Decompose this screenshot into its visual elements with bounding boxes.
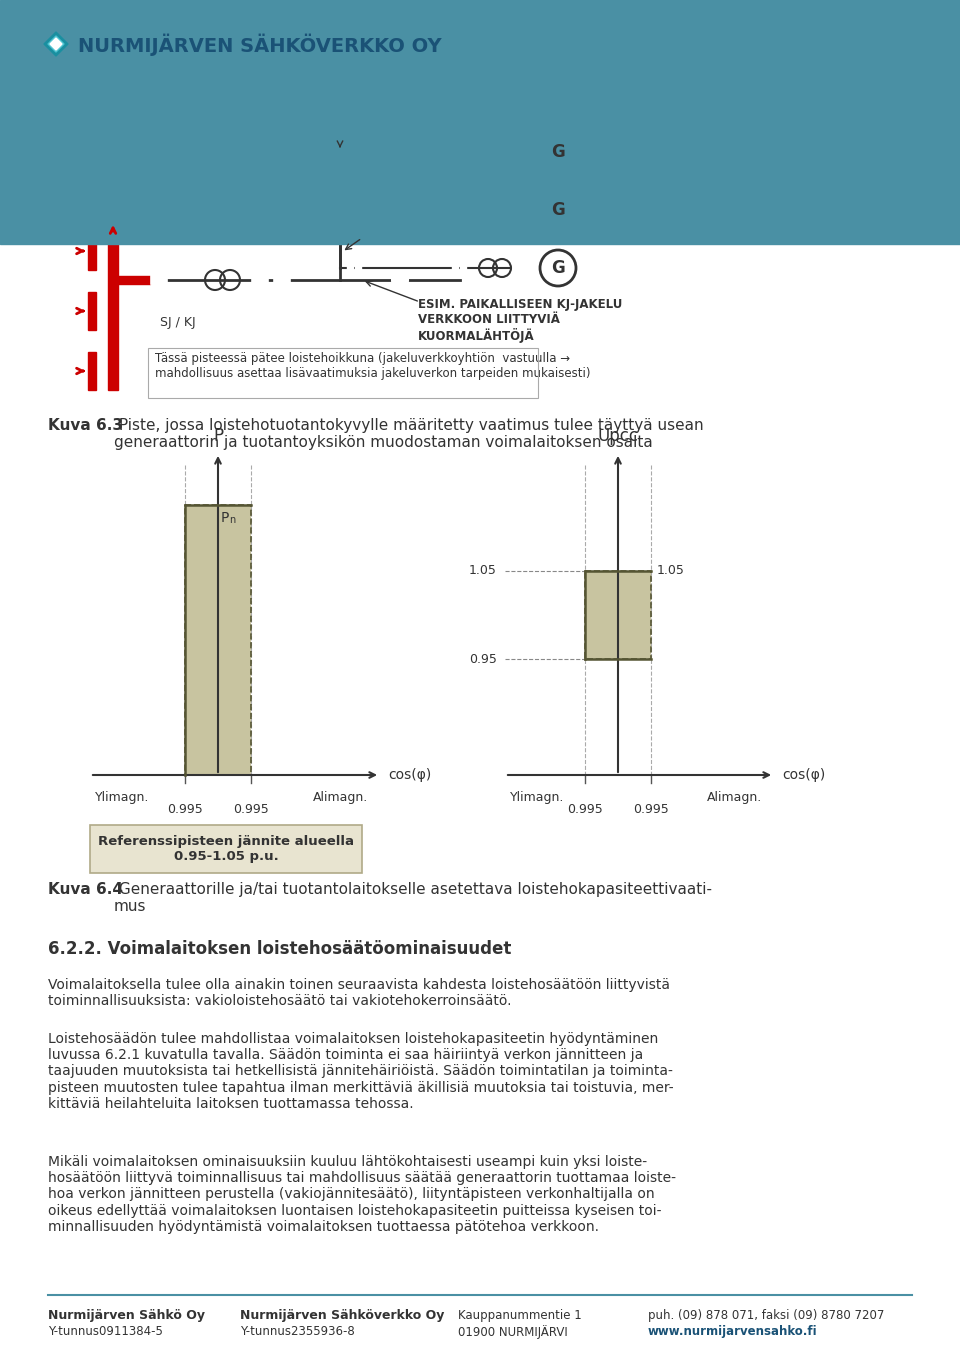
Polygon shape xyxy=(48,37,64,52)
Text: Kuva 6.4: Kuva 6.4 xyxy=(48,881,123,898)
Text: Generaattorille ja/tai tuotantolaitokselle asetettava loistehokapasiteettivaati-: Generaattorille ja/tai tuotantolaitoksel… xyxy=(114,881,712,914)
Text: VJV-vaatimusten referenssipiste,
jos lähdön takana yli 10 MVA
tuotantoa (suositu: VJV-vaatimusten referenssipiste, jos läh… xyxy=(198,108,390,165)
Bar xyxy=(282,277,290,283)
Bar xyxy=(108,231,118,391)
Text: Ylimagn.: Ylimagn. xyxy=(95,791,150,804)
Bar xyxy=(452,149,458,155)
Bar xyxy=(148,348,538,399)
Bar xyxy=(460,207,466,213)
Bar xyxy=(118,277,150,283)
Text: Referenssipisteen jännite alueella
0.95-1.05 p.u.: Referenssipisteen jännite alueella 0.95-… xyxy=(98,835,354,862)
Polygon shape xyxy=(44,33,68,56)
Bar xyxy=(355,264,361,271)
Text: puh. (09) 878 071, faksi (09) 8780 7207: puh. (09) 878 071, faksi (09) 8780 7207 xyxy=(648,1309,884,1322)
Text: 6.2.2. Voimalaitoksen loistehosäätöominaisuudet: 6.2.2. Voimalaitoksen loistehosäätöomina… xyxy=(48,940,512,957)
Bar xyxy=(0,0,960,244)
Polygon shape xyxy=(50,38,62,50)
Bar xyxy=(452,207,458,213)
Text: ESIM. PAIKALLISEEN KJ-JAKELU
VERKKOON LIITTYVIÄ
KUORMALÄHTÖJÄ: ESIM. PAIKALLISEEN KJ-JAKELU VERKKOON LI… xyxy=(418,298,622,343)
Bar xyxy=(347,207,353,213)
Text: Y-tunnus2355936-8: Y-tunnus2355936-8 xyxy=(240,1325,355,1338)
Text: P: P xyxy=(221,511,229,525)
Text: 1.05: 1.05 xyxy=(469,564,497,578)
Text: Mikäli voimalaitoksen ominaisuuksiin kuuluu lähtökohtaisesti useampi kuin yksi l: Mikäli voimalaitoksen ominaisuuksiin kuu… xyxy=(48,1155,676,1234)
Text: Alimagn.: Alimagn. xyxy=(313,791,368,804)
Text: 1.05: 1.05 xyxy=(657,564,684,578)
Bar xyxy=(88,353,96,391)
Text: Alimagn.: Alimagn. xyxy=(707,791,762,804)
Text: www.nurmijarvensahko.fi: www.nurmijarvensahko.fi xyxy=(648,1325,818,1338)
Text: P: P xyxy=(213,427,223,445)
Text: 0.995: 0.995 xyxy=(233,803,269,816)
Text: Loistehosäädön tulee mahdollistaa voimalaitoksen loistehokapasiteetin hyödyntämi: Loistehosäädön tulee mahdollistaa voimal… xyxy=(48,1032,674,1111)
Text: Y-tunnus0911384-5: Y-tunnus0911384-5 xyxy=(48,1325,163,1338)
Bar xyxy=(460,149,466,155)
Circle shape xyxy=(392,273,408,287)
Text: 6: 6 xyxy=(913,75,923,89)
Bar xyxy=(274,277,282,283)
Bar xyxy=(88,232,96,270)
Bar xyxy=(347,149,353,155)
Text: G: G xyxy=(551,201,564,220)
Bar xyxy=(355,149,361,155)
Text: NURMIJÄRVEN SÄHKÖVERKKO OY: NURMIJÄRVEN SÄHKÖVERKKO OY xyxy=(78,34,442,56)
Bar xyxy=(460,264,466,271)
Text: KJ-verkkoa
(x km): KJ-verkkoa (x km) xyxy=(358,203,420,232)
Bar xyxy=(159,277,167,283)
Text: cos(φ): cos(φ) xyxy=(782,767,826,782)
Text: 01900 NURMIJÄRVI: 01900 NURMIJÄRVI xyxy=(458,1325,567,1338)
Text: Voimalaitoksella tulee olla ainakin toinen seuraavista kahdesta loistehosäätöön : Voimalaitoksella tulee olla ainakin toin… xyxy=(48,978,670,1009)
Text: Upcc: Upcc xyxy=(597,427,638,445)
Text: cos(φ): cos(φ) xyxy=(388,767,431,782)
Bar xyxy=(355,207,361,213)
Text: Asiakirjan nimi: Asiakirjan nimi xyxy=(423,75,537,89)
Text: Kauppanummentie 1: Kauppanummentie 1 xyxy=(458,1309,582,1322)
Bar xyxy=(88,292,96,330)
Text: G: G xyxy=(551,259,564,277)
Text: 0.95: 0.95 xyxy=(469,654,497,666)
Text: Ylimagn.: Ylimagn. xyxy=(510,791,564,804)
Bar xyxy=(185,504,251,776)
Text: Nurmijärven Sähkö Oy: Nurmijärven Sähkö Oy xyxy=(48,1309,205,1322)
Text: 0.995: 0.995 xyxy=(634,803,669,816)
Bar xyxy=(452,264,458,271)
Text: Nurmijärven Sähköverkko Oy: Nurmijärven Sähköverkko Oy xyxy=(240,1309,444,1322)
Bar xyxy=(90,824,362,873)
Text: Tässä pisteessä pätee loistehoikkuna (jakeluverkkoyhtiön  vastuulla →
mahdollisu: Tässä pisteessä pätee loistehoikkuna (ja… xyxy=(155,353,590,380)
Text: Kuva 6.3: Kuva 6.3 xyxy=(48,418,123,433)
Text: 0.995: 0.995 xyxy=(167,803,203,816)
Bar xyxy=(151,277,159,283)
Text: G: G xyxy=(551,142,564,161)
Bar xyxy=(252,277,260,283)
Bar xyxy=(260,277,268,283)
Text: SJ / KJ: SJ / KJ xyxy=(160,316,196,330)
Text: 0.995: 0.995 xyxy=(567,803,603,816)
Bar xyxy=(347,264,353,271)
Text: n: n xyxy=(229,515,235,525)
Text: Piste, jossa loistehotuotantokyvylle määritetty vaatimus tulee täyttyä usean
gen: Piste, jossa loistehotuotantokyvylle mää… xyxy=(114,418,704,450)
Bar xyxy=(585,571,651,659)
